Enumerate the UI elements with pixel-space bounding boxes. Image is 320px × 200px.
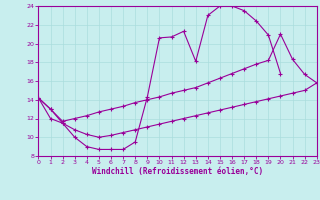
X-axis label: Windchill (Refroidissement éolien,°C): Windchill (Refroidissement éolien,°C) — [92, 167, 263, 176]
